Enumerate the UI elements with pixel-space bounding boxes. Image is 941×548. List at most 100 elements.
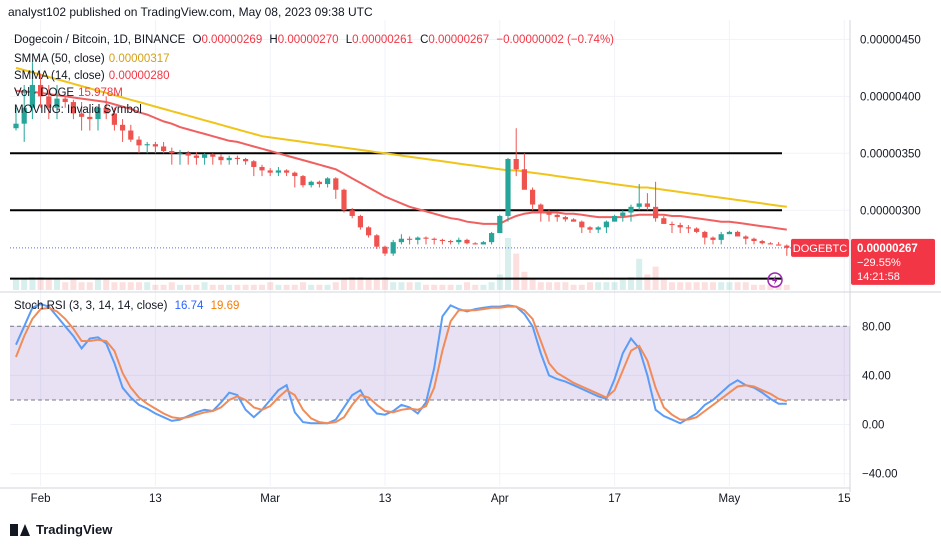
candle: [571, 218, 577, 222]
candle: [751, 237, 757, 245]
candle-body: [726, 231, 732, 235]
volume-bar: [136, 282, 142, 290]
smma14-line: [15, 89, 787, 231]
volume-bar: [521, 271, 528, 290]
candle-body: [193, 155, 199, 158]
volume-bar: [267, 282, 274, 290]
volume-bar: [718, 282, 725, 290]
smma50-line: [15, 66, 787, 208]
volume-value: 15.978M: [78, 87, 123, 99]
volume-bar: [685, 282, 692, 290]
candle: [554, 213, 560, 222]
candle-body: [177, 153, 183, 155]
volume-bar: [218, 284, 224, 290]
volume-bar: [603, 282, 610, 290]
candle: [234, 155, 240, 165]
smma-lines: [15, 66, 787, 231]
legend-moving[interactable]: MOVING: Invalid Symbol: [14, 104, 142, 116]
candle-body: [21, 107, 27, 124]
time-tick-label: 17: [608, 493, 621, 505]
candle: [776, 242, 782, 246]
candle: [538, 203, 544, 222]
candle-body: [505, 159, 511, 216]
candle-body: [710, 237, 716, 240]
candle-body: [349, 210, 355, 216]
candle-body: [325, 178, 331, 185]
candle: [497, 214, 503, 234]
candle-body: [275, 170, 281, 173]
volume-bar: [578, 284, 585, 290]
smma14-label: SMMA (14, close): [14, 70, 105, 82]
candle: [46, 84, 52, 120]
volume-bar: [291, 284, 298, 290]
candle: [694, 227, 700, 234]
volume-bar: [775, 284, 782, 290]
volume-bars: [13, 238, 790, 290]
stoch-legend[interactable]: Stoch RSI (3, 3, 14, 14, close) 16.74 19…: [14, 300, 239, 312]
tradingview-footer[interactable]: TradingView: [10, 522, 112, 537]
candle-body: [759, 241, 765, 244]
price-badge: DOGEBTC 0.00000267 −29.55% 14:21:58: [767, 238, 935, 288]
candle: [333, 177, 339, 199]
stoch-label: Stoch RSI (3, 3, 14, 14, close): [14, 300, 168, 312]
candle-body: [620, 212, 626, 216]
volume-bar: [308, 284, 315, 290]
candle: [546, 210, 552, 222]
price-tick-label: 0.00000450: [860, 34, 921, 46]
candle: [259, 164, 265, 177]
candle: [193, 152, 199, 165]
axes: 0.00000450 0.00000400 0.00000350 0.00000300…: [31, 34, 921, 505]
price-tick-label: 0.00000350: [860, 148, 921, 160]
ohlc-open-value: 0.00000269: [201, 34, 263, 46]
candle-body: [292, 172, 298, 177]
candle-body: [612, 215, 618, 222]
volume-bar: [488, 282, 495, 290]
legend-smma14[interactable]: SMMA (14, close) 0.00000280: [14, 70, 170, 82]
volume-bar: [701, 282, 708, 290]
candle-body: [431, 238, 437, 240]
candle-body: [628, 206, 634, 213]
volume-bar: [275, 284, 282, 290]
candle-body: [161, 146, 167, 152]
candle: [120, 119, 126, 142]
candle-body: [776, 244, 782, 246]
volume-bar: [144, 282, 151, 290]
symbol-legend[interactable]: Dogecoin / Bitcoin, 1D, BINANCE O0.00000…: [14, 34, 614, 46]
candle: [702, 230, 708, 245]
candle-body: [530, 189, 536, 205]
volume-bar: [710, 282, 716, 290]
candle-body: [448, 241, 454, 243]
volume-bar: [152, 284, 159, 290]
legend-smma50[interactable]: SMMA (50, close) 0.00000317: [14, 53, 170, 65]
candle-body: [267, 170, 273, 173]
candle-body: [587, 227, 593, 230]
candle-body: [521, 169, 527, 190]
lightning-icon: [767, 272, 783, 288]
candle-body: [128, 130, 134, 140]
candle-body: [702, 231, 708, 238]
candle: [21, 84, 27, 142]
volume-bar: [628, 277, 634, 290]
candle-body: [472, 243, 478, 245]
candle-body: [13, 123, 19, 129]
ohlc-close-value: 0.00000267: [428, 34, 490, 46]
volume-bar: [455, 284, 462, 290]
candle-body: [226, 157, 232, 161]
ohlc-open-label: O: [192, 34, 202, 46]
candle-body: [538, 204, 544, 212]
legend-volume[interactable]: Vol · DOGE 15.978M: [14, 87, 123, 99]
candle-body: [423, 237, 429, 239]
candle: [439, 238, 445, 245]
volume-bar: [365, 279, 372, 290]
candle-body: [669, 223, 675, 226]
candle-body: [62, 98, 68, 103]
candle: [579, 220, 585, 234]
candle: [38, 73, 44, 108]
ohlc-close-label: C: [420, 34, 429, 46]
candle: [489, 231, 495, 245]
volume-bar: [414, 282, 421, 290]
time-tick-label: 13: [149, 493, 162, 505]
candle: [612, 214, 618, 222]
